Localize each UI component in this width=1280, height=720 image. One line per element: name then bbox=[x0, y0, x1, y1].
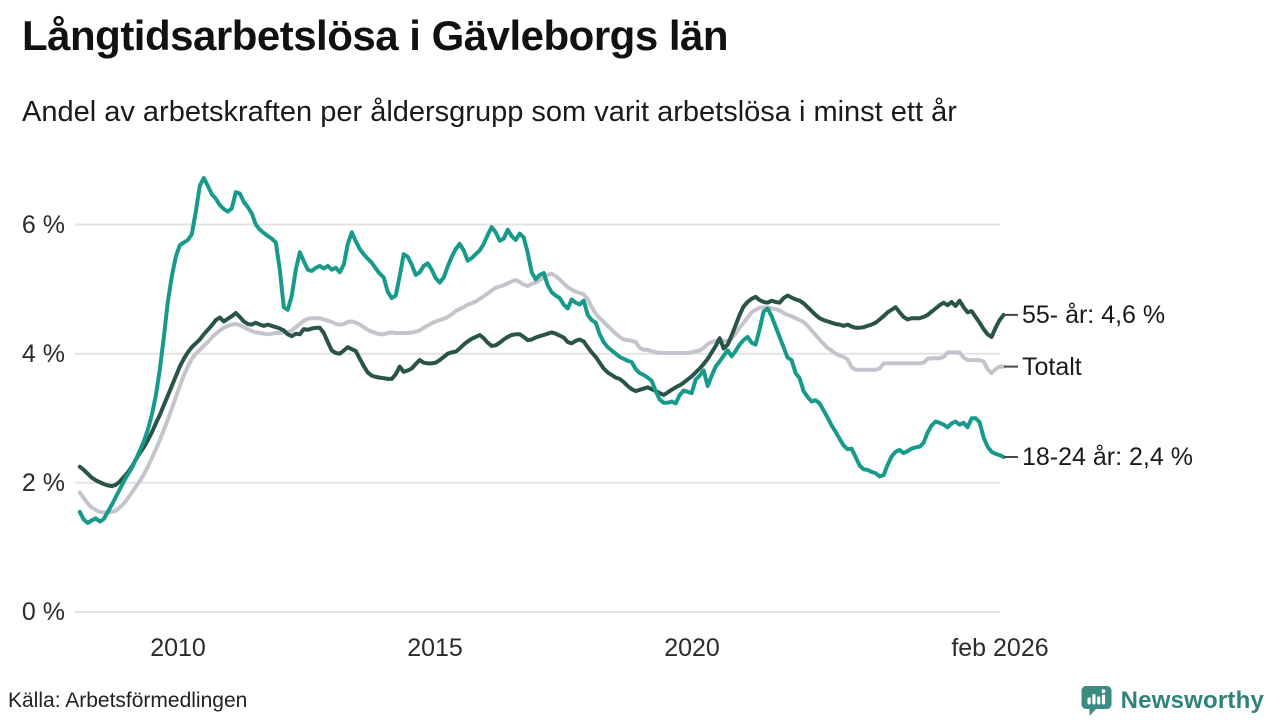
y-tick-label-0: 0 % bbox=[21, 598, 65, 626]
end-label-18-24-r: 18-24 år: 2,4 % bbox=[1022, 443, 1193, 471]
series-line-55--r bbox=[77, 293, 1006, 489]
y-tick-label-6: 6 % bbox=[21, 210, 65, 239]
x-tick-label-2015: 2015 bbox=[407, 634, 463, 662]
page-title: Långtidsarbetslösa i Gävleborgs län bbox=[22, 12, 729, 59]
y-tick-label-4: 4 % bbox=[21, 339, 65, 368]
x-tick-label-2020: 2020 bbox=[664, 634, 720, 662]
newsworthy-brand: Newsworthy bbox=[1080, 684, 1264, 717]
x-tick-label-feb-2026: feb 2026 bbox=[951, 634, 1049, 662]
series-line-Totalt bbox=[77, 271, 1006, 515]
end-label-Totalt: Totalt bbox=[1022, 352, 1082, 381]
end-label-55--r: 55- år: 4,6 % bbox=[1022, 300, 1166, 329]
y-tick-label-2: 2 % bbox=[21, 468, 65, 497]
x-tick-label-2010: 2010 bbox=[150, 634, 206, 662]
source-note: Källa: Arbetsförmedlingen bbox=[8, 689, 248, 712]
page-subtitle: Andel av arbetskraften per åldersgrupp s… bbox=[22, 96, 957, 128]
series-line-18-24-r bbox=[77, 176, 1006, 525]
newsworthy-logo-icon bbox=[1081, 686, 1112, 716]
brand-name: Newsworthy bbox=[1120, 686, 1264, 714]
